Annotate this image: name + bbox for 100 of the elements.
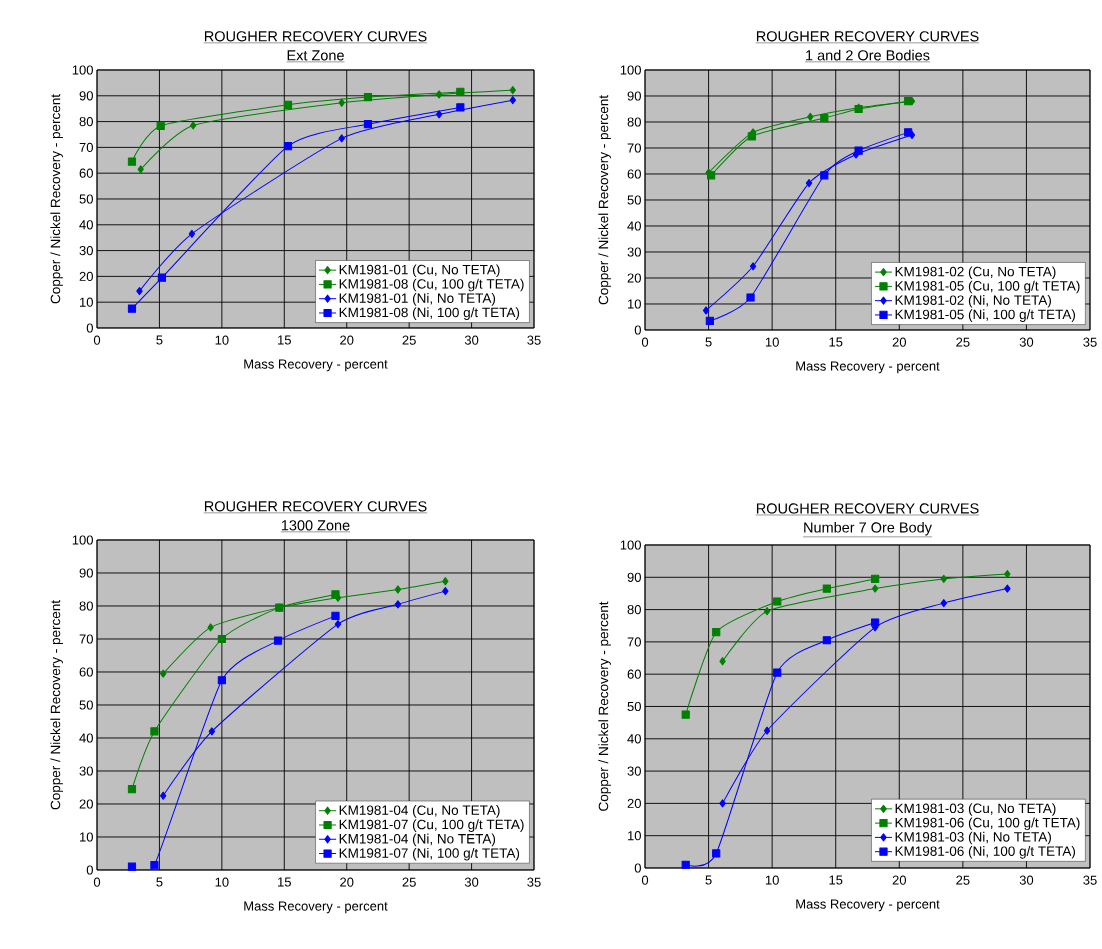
x-tick-label: 5 xyxy=(705,337,712,347)
x-tick-label: 20 xyxy=(340,877,354,887)
y-tick-label: 0 xyxy=(86,323,93,333)
x-tick-label: 5 xyxy=(705,875,712,885)
x-tick-label: 25 xyxy=(956,337,970,347)
x-tick-label: 0 xyxy=(641,337,649,347)
y-tick-label: 40 xyxy=(79,733,93,743)
x-tick-label: 15 xyxy=(278,877,291,887)
y-tick-label: 80 xyxy=(627,604,641,615)
legend-label: KM1981-02 (Ni, No TETA) xyxy=(895,295,1051,308)
x-tick-label: 10 xyxy=(215,335,229,345)
y-tick-label: 90 xyxy=(79,568,93,578)
legend-label: KM1981-03 (Cu, No TETA) xyxy=(895,803,1056,816)
legend-label: KM1981-01 (Cu, No TETA) xyxy=(339,264,500,278)
chart-title: ROUGHER RECOVERY CURVES xyxy=(204,31,427,42)
x-tick-label: 5 xyxy=(156,877,163,887)
y-tick-label: 30 xyxy=(627,766,641,776)
x-tick-label: 20 xyxy=(892,875,907,885)
x-tick-label: 35 xyxy=(527,335,541,345)
y-axis-title: Copper / Nickel Recovery - percent xyxy=(50,94,63,304)
y-tick-label: 80 xyxy=(79,601,93,611)
x-tick-label: 30 xyxy=(464,877,479,887)
legend-label: KM1981-08 (Ni, 100 g/t TETA) xyxy=(339,307,520,320)
y-tick-label: 50 xyxy=(79,194,93,204)
y-tick-label: 20 xyxy=(79,799,93,809)
x-tick-label: 20 xyxy=(340,335,354,345)
y-tick-label: 10 xyxy=(628,831,641,841)
y-tick-label: 100 xyxy=(72,65,93,75)
y-tick-label: 20 xyxy=(627,798,641,808)
legend-label: KM1981-05 (Ni, 100 g/t TETA) xyxy=(895,309,1076,322)
x-tick-label: 10 xyxy=(765,875,779,885)
x-tick-label: 10 xyxy=(215,877,229,887)
chart-title: ROUGHER RECOVERY CURVES xyxy=(756,503,979,514)
legend-label: KM1981-03 (Ni, No TETA) xyxy=(895,831,1051,845)
y-tick-label: 20 xyxy=(79,271,93,281)
x-tick-label: 15 xyxy=(278,335,291,345)
y-tick-label: 70 xyxy=(627,143,641,153)
x-tick-label: 0 xyxy=(93,335,101,345)
y-tick-label: 100 xyxy=(620,65,641,75)
y-tick-label: 20 xyxy=(627,273,641,283)
legend-label: KM1981-04 (Ni, No TETA) xyxy=(339,833,496,847)
x-tick-label: 15 xyxy=(829,337,843,347)
legend-label: KM1981-04 (Cu, No TETA) xyxy=(339,805,500,818)
x-tick-label: 10 xyxy=(765,337,779,347)
y-tick-label: 40 xyxy=(79,220,93,230)
x-tick-label: 25 xyxy=(402,877,416,887)
x-tick-label: 35 xyxy=(527,877,541,887)
chart-subtitle: Number 7 Ore Body xyxy=(804,521,932,536)
legend-label: KM1981-08 (Cu, 100 g/t TETA) xyxy=(339,278,524,292)
x-tick-label: 0 xyxy=(93,877,101,887)
x-tick-label: 35 xyxy=(1083,875,1097,885)
y-tick-label: 50 xyxy=(627,701,641,712)
y-tick-label: 60 xyxy=(627,669,641,679)
y-tick-label: 30 xyxy=(627,247,641,257)
legend-label: KM1981-06 (Cu, 100 g/t TETA) xyxy=(895,817,1080,831)
chart-subtitle: 1300 Zone xyxy=(281,520,350,531)
x-tick-label: 0 xyxy=(641,875,649,885)
legend-label: KM1981-01 (Ni, No TETA) xyxy=(339,293,496,306)
x-tick-label: 25 xyxy=(956,875,970,885)
y-tick-label: 10 xyxy=(80,297,93,307)
y-tick-label: 90 xyxy=(627,91,641,101)
y-tick-label: 50 xyxy=(79,700,93,710)
y-tick-label: 0 xyxy=(86,865,93,875)
y-tick-label: 70 xyxy=(79,634,93,644)
x-tick-label: 20 xyxy=(892,337,907,347)
y-tick-label: 50 xyxy=(627,195,641,205)
y-tick-label: 70 xyxy=(627,637,641,647)
chart-title: ROUGHER RECOVERY CURVES xyxy=(756,31,979,42)
y-tick-label: 70 xyxy=(79,142,93,152)
y-tick-label: 40 xyxy=(627,734,641,744)
y-tick-label: 10 xyxy=(628,299,641,309)
x-tick-label: 5 xyxy=(156,335,163,345)
x-axis-title: Mass Recovery - percent xyxy=(796,361,940,374)
chart-subtitle: Ext Zone xyxy=(287,50,344,61)
legend-label: KM1981-02 (Cu, No TETA) xyxy=(895,266,1056,280)
x-axis-title: Mass Recovery - percent xyxy=(796,899,940,912)
y-tick-label: 0 xyxy=(634,863,641,873)
x-tick-label: 15 xyxy=(829,875,843,885)
y-tick-label: 10 xyxy=(80,832,93,842)
legend-label: KM1981-05 (Cu, 100 g/t TETA) xyxy=(895,280,1080,294)
y-tick-label: 80 xyxy=(627,117,641,127)
chart-subtitle: 1 and 2 Ore Bodies xyxy=(806,49,930,61)
y-tick-label: 100 xyxy=(72,535,93,545)
legend-label: KM1981-07 (Ni, 100 g/t TETA) xyxy=(339,847,520,861)
y-tick-label: 100 xyxy=(620,540,641,550)
y-tick-label: 80 xyxy=(79,116,93,127)
legend-label: KM1981-06 (Ni, 100 g/t TETA) xyxy=(895,846,1076,859)
y-axis-title: Copper / Nickel Recovery - percent xyxy=(598,601,611,811)
x-tick-label: 25 xyxy=(402,335,416,345)
x-axis-title: Mass Recovery - percent xyxy=(244,359,388,372)
y-axis-title: Copper / Nickel Recovery - percent xyxy=(598,95,611,305)
chart-title: ROUGHER RECOVERY CURVES xyxy=(204,501,427,512)
y-tick-label: 60 xyxy=(627,169,641,179)
x-tick-label: 30 xyxy=(1019,875,1034,885)
legend-label: KM1981-07 (Cu, 100 g/t TETA) xyxy=(339,819,524,832)
y-tick-label: 90 xyxy=(627,572,641,582)
y-tick-label: 30 xyxy=(79,245,93,256)
y-tick-label: 90 xyxy=(79,91,93,101)
x-tick-label: 35 xyxy=(1083,337,1097,347)
y-tick-label: 60 xyxy=(79,168,93,178)
